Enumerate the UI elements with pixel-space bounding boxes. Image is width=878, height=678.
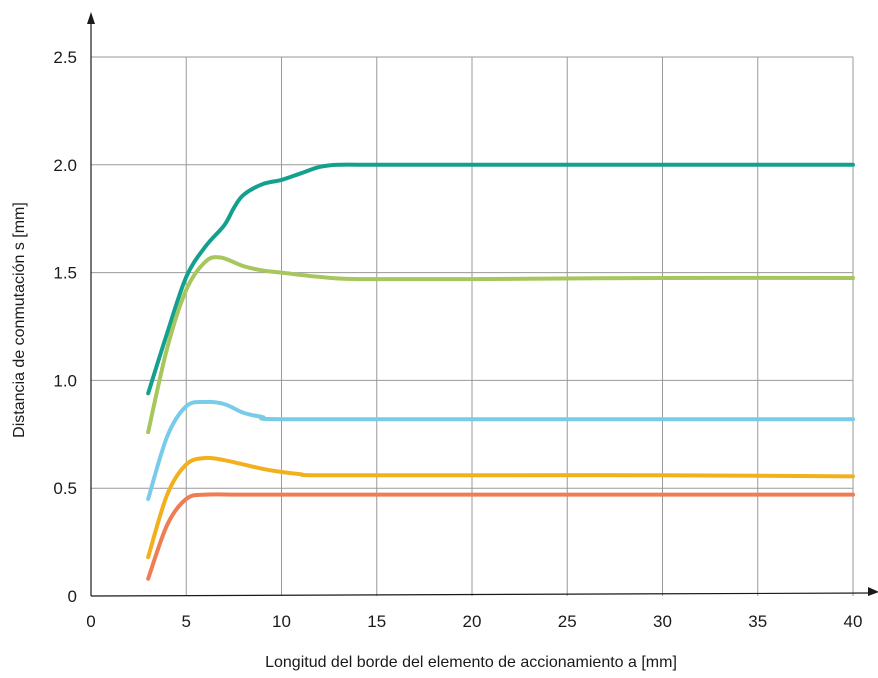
x-tick-label: 30 xyxy=(653,612,672,631)
y-tick-label: 1.0 xyxy=(53,371,77,390)
x-tick-label: 25 xyxy=(558,612,577,631)
series-lines xyxy=(146,162,855,581)
series-line-5 xyxy=(146,492,855,581)
series-line-1 xyxy=(146,162,855,396)
tick-labels: 0 5 10 15 20 25 30 35 40 0 0.5 1.0 1.5 2.0 2.5 xyxy=(53,48,862,631)
grid xyxy=(91,56,854,596)
y-tick-label: 1.5 xyxy=(53,264,77,283)
y-tick-label: 2.0 xyxy=(53,156,77,175)
x-axis-label: Longitud del borde del elemento de accio… xyxy=(265,654,677,671)
x-tick-label: 0 xyxy=(86,612,95,631)
y-axis-arrow-icon xyxy=(87,12,95,24)
x-axis-line xyxy=(90,592,873,597)
x-axis-arrow-icon xyxy=(868,587,878,596)
series-line-4 xyxy=(146,455,855,560)
series-line-2 xyxy=(146,255,855,435)
x-tick-label: 15 xyxy=(367,612,386,631)
x-tick-label: 35 xyxy=(748,612,767,631)
x-tick-label: 40 xyxy=(844,612,863,631)
x-tick-label: 20 xyxy=(463,612,482,631)
x-tick-label: 5 xyxy=(182,612,191,631)
series-line-3 xyxy=(146,399,855,501)
y-tick-label: 2.5 xyxy=(53,48,77,67)
y-tick-label: 0.5 xyxy=(53,479,77,498)
x-tick-label: 10 xyxy=(272,612,291,631)
axes xyxy=(87,12,878,597)
y-tick-label: 0 xyxy=(68,587,77,606)
y-axis-label: Distancia de conmutación s [mm] xyxy=(11,202,28,438)
